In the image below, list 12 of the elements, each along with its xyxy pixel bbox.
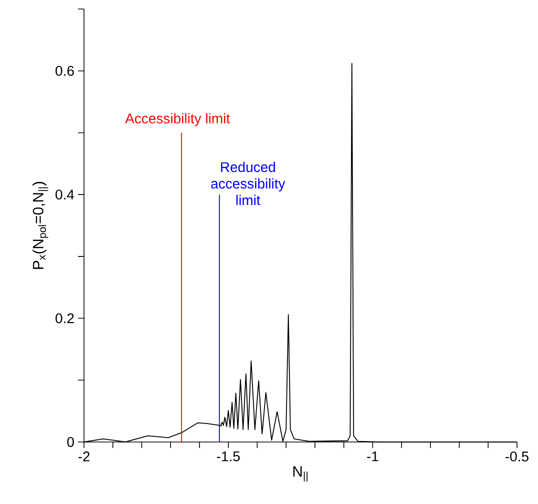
x-axis-title: N$_{||}$ <box>293 466 308 482</box>
y-tick-label: 0 <box>67 437 74 447</box>
x-tick-label: -2 <box>78 452 90 462</box>
annotation: Accessibility limit <box>125 113 230 126</box>
x-tick-label: -1.5 <box>216 452 240 462</box>
y-axis-title: P$_{x}$(N$_{pol}$=0,N$_{||}$) <box>32 182 48 269</box>
y-tick-label: 0.2 <box>56 313 74 324</box>
x-tick-label: -0.5 <box>506 452 528 462</box>
y-tick-label: 0.6 <box>56 66 74 76</box>
y-tick-label: 0.4 <box>56 190 74 200</box>
annotation: Reduced accessibility limit <box>211 162 286 206</box>
x-tick-label: -1 <box>367 452 378 462</box>
